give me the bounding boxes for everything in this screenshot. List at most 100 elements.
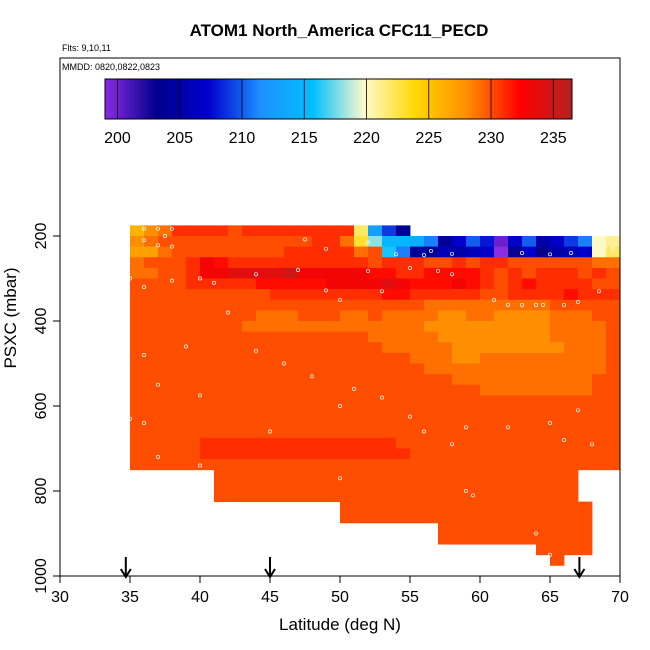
heatmap-cell (382, 352, 397, 364)
heatmap-cell (606, 321, 621, 333)
heatmap-cell (410, 342, 425, 354)
heatmap-cell (494, 289, 509, 301)
sample-point (520, 302, 524, 307)
heatmap-cell (466, 480, 481, 492)
heatmap-cell (270, 342, 285, 354)
heatmap-cell (536, 321, 551, 333)
heatmap-cell (354, 257, 369, 269)
heatmap-cell (130, 331, 145, 343)
heatmap-cell (144, 225, 159, 237)
heatmap-cell (382, 469, 397, 481)
heatmap-cell (452, 331, 467, 343)
heatmap-cell (200, 289, 215, 301)
heatmap-cell (242, 459, 257, 471)
colorbar-ticks: 200 205 210 215 220 225 230 235 (104, 79, 567, 147)
heatmap-cell (242, 321, 257, 333)
heatmap-cell (522, 321, 537, 333)
heatmap-cell (340, 257, 355, 269)
heatmap-cell (438, 331, 453, 343)
heatmap-cell (326, 427, 341, 439)
heatmap-cell (172, 395, 187, 407)
colorbar-tick-label: 200 (104, 130, 131, 147)
heatmap-cell (214, 310, 229, 322)
heatmap-cell (452, 278, 467, 290)
y-tick-label: 600 (33, 393, 50, 420)
heatmap-cell (326, 236, 341, 248)
heatmap-cell (396, 321, 411, 333)
heatmap-cell (494, 257, 509, 269)
heatmap-cell (410, 406, 425, 418)
heatmap-cell (340, 501, 355, 513)
heatmap-cell (256, 448, 271, 460)
heatmap-cell (256, 299, 271, 311)
heatmap-cell (200, 395, 215, 407)
heatmap-cell (200, 236, 215, 248)
heatmap-cell (508, 299, 523, 311)
heatmap-cell (550, 406, 565, 418)
heatmap-cell (130, 427, 145, 439)
heatmap-cell (480, 512, 495, 524)
heatmap-cell (186, 406, 201, 418)
heatmap-cell (466, 352, 481, 364)
heatmap-cell (536, 544, 551, 556)
heatmap-cell (158, 459, 173, 471)
heatmap-cell (242, 491, 257, 503)
heatmap-cell (256, 342, 271, 354)
heatmap-cell (340, 278, 355, 290)
heatmap-cell (186, 342, 201, 354)
heatmap-cell (284, 236, 299, 248)
sample-point (142, 421, 146, 425)
sample-point (464, 425, 468, 430)
heatmap-cell (424, 459, 439, 471)
heatmap-cell (452, 299, 467, 311)
heatmap-cell (354, 437, 369, 449)
heatmap-cell (564, 437, 579, 449)
heatmap-cell (158, 225, 173, 237)
heatmap-cell (312, 342, 327, 354)
heatmap-cell (312, 257, 327, 269)
heatmap-cell (606, 363, 621, 375)
heatmap-cell (144, 437, 159, 449)
heatmap-cell (368, 267, 383, 279)
heatmap-cell (368, 289, 383, 301)
heatmap-cell (438, 384, 453, 396)
heatmap-cell (298, 480, 313, 492)
heatmap-cell (172, 331, 187, 343)
heatmap-cell (256, 225, 271, 237)
heatmap-cell (368, 469, 383, 481)
heatmap-cell (158, 416, 173, 428)
heatmap-cell (522, 289, 537, 301)
sample-point (534, 531, 538, 536)
heatmap-cell (186, 267, 201, 279)
heatmap-cell (200, 416, 215, 428)
heatmap-cell (550, 512, 565, 524)
heatmap-cell (172, 342, 187, 354)
heatmap-cell (228, 299, 243, 311)
heatmap-cell (522, 406, 537, 418)
heatmap-cell (172, 310, 187, 322)
heatmap-cell (172, 289, 187, 301)
heatmap-cell (284, 246, 299, 258)
heatmap-cell (494, 363, 509, 375)
sample-point (142, 353, 146, 357)
heatmap-cell (186, 416, 201, 428)
heatmap-cell (340, 459, 355, 471)
heatmap-cell (592, 395, 607, 407)
heatmap-cell (452, 384, 467, 396)
heatmap-cell (340, 469, 355, 481)
heatmap-cell (606, 459, 621, 471)
x-tick-label: 60 (471, 589, 489, 606)
heatmap-cell (424, 321, 439, 333)
heatmap-cell (312, 331, 327, 343)
heatmap-cell (564, 427, 579, 439)
heatmap-cell (536, 522, 551, 534)
heatmap-cell (326, 384, 341, 396)
heatmap-cell (228, 246, 243, 258)
heatmap-cell (396, 236, 411, 248)
sample-point (212, 280, 216, 285)
heatmap-cell (522, 480, 537, 492)
heatmap-cell (508, 374, 523, 386)
heatmap-cell (382, 374, 397, 386)
heatmap-cell (480, 352, 495, 364)
sample-point (450, 442, 454, 447)
